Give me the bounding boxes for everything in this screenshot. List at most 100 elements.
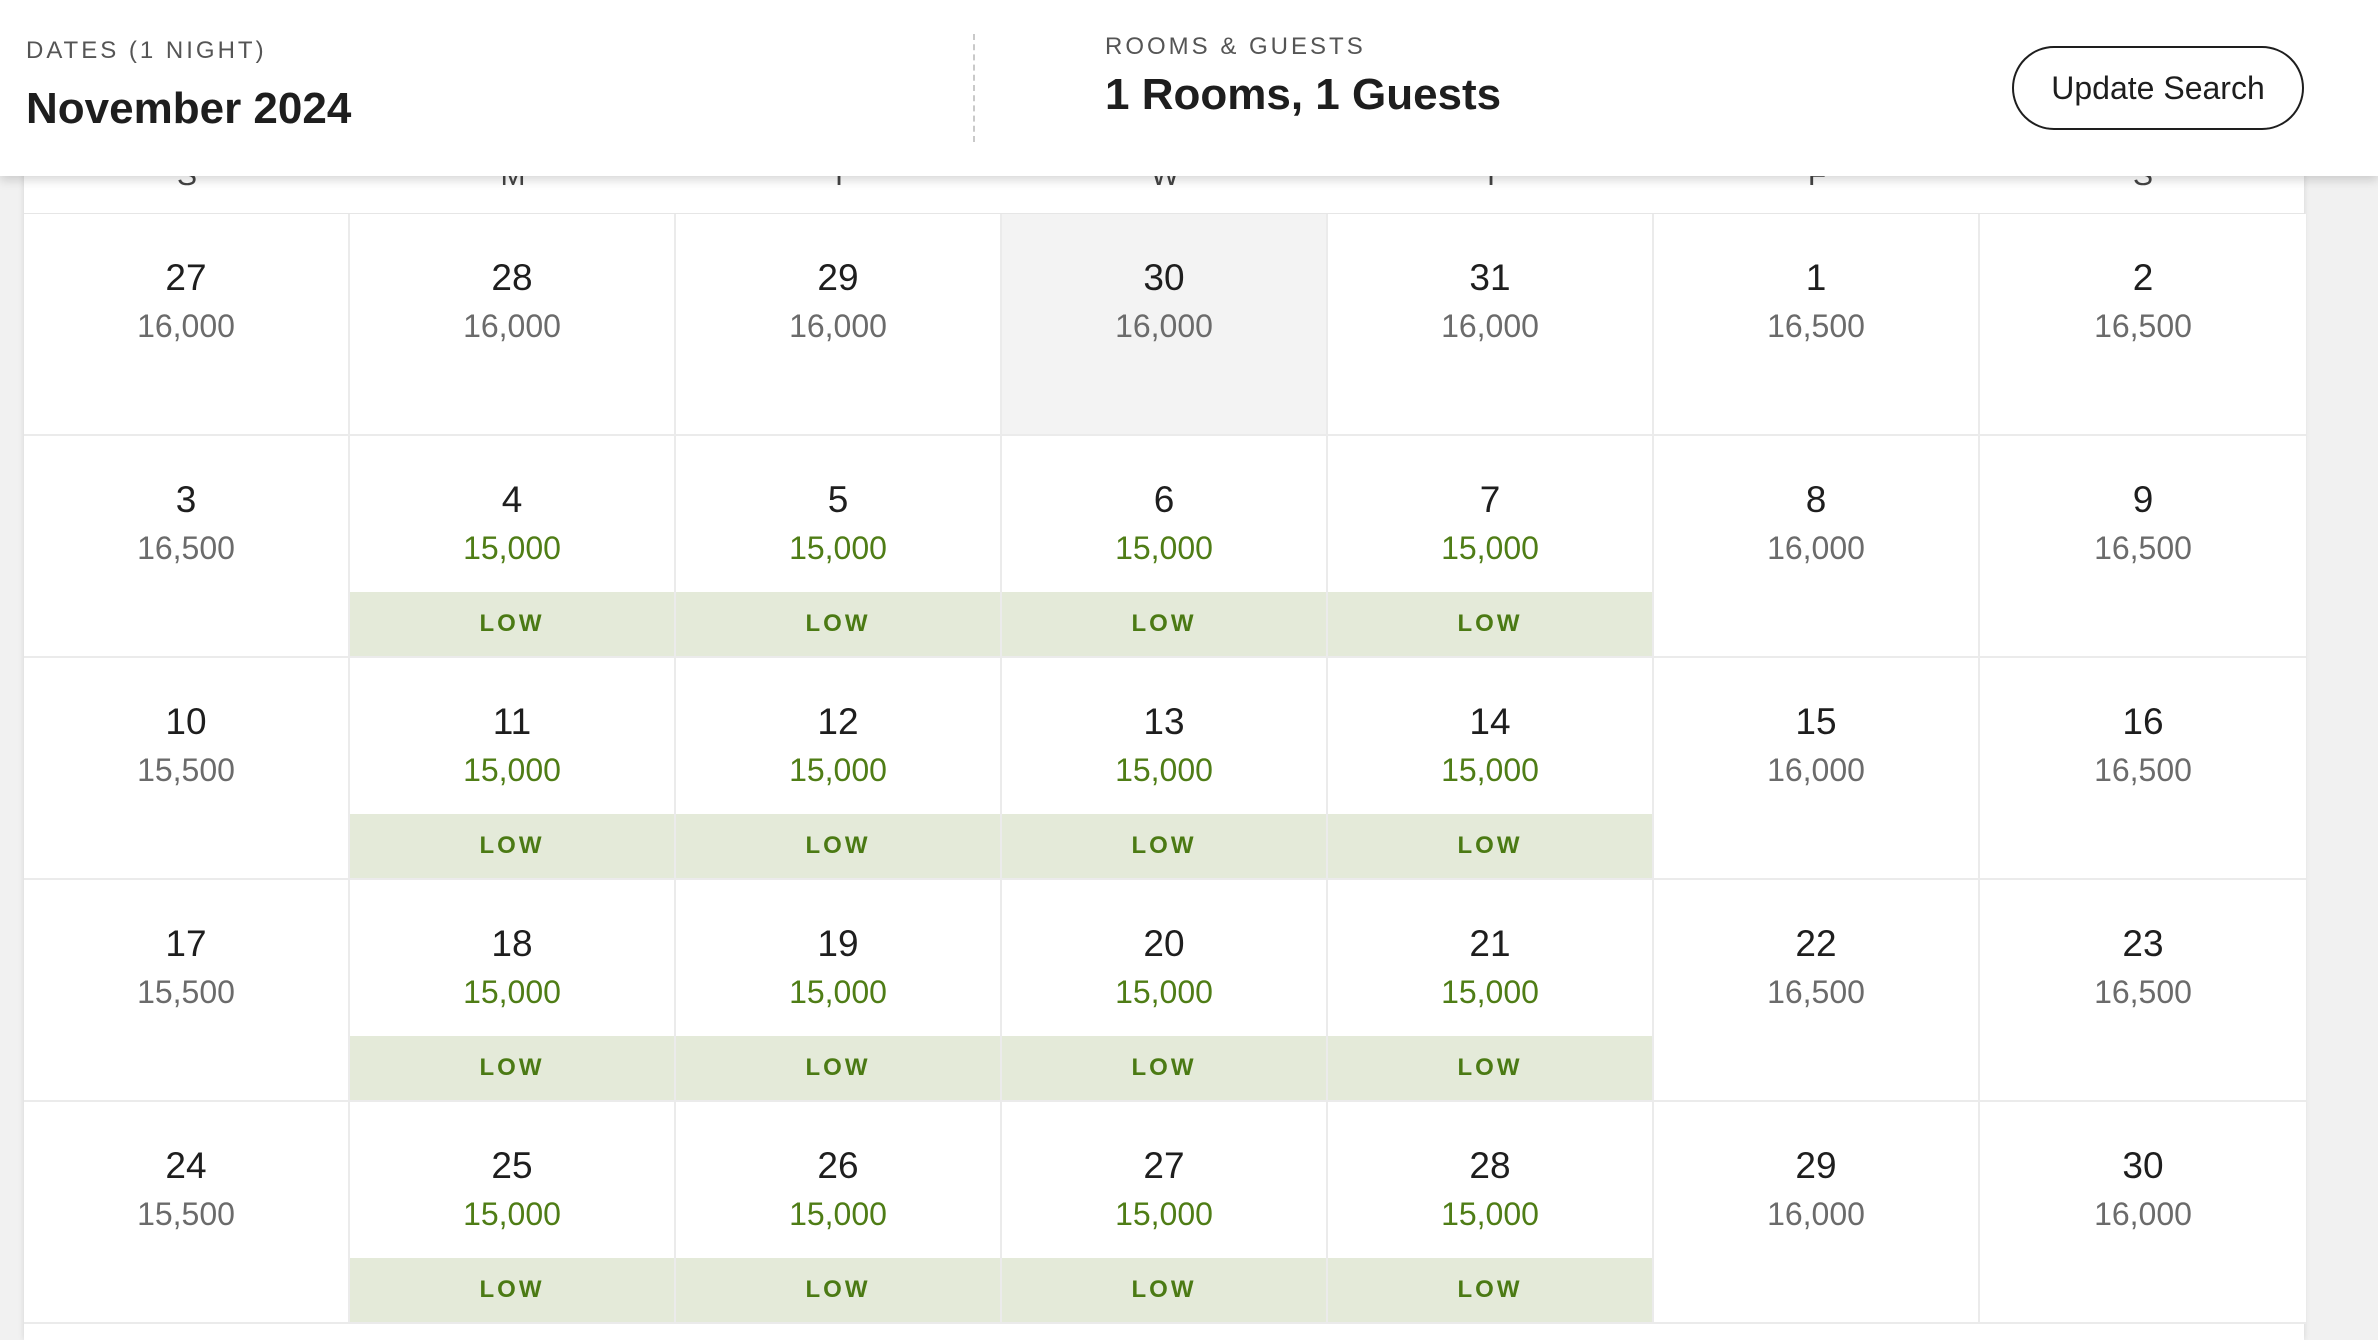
day-price: 15,000 xyxy=(1441,752,1539,788)
day-number: 3 xyxy=(175,479,197,520)
calendar-day-cell[interactable]: 20 15,000 LOW xyxy=(1002,880,1328,1102)
day-price: 16,000 xyxy=(1767,752,1865,788)
day-number: 7 xyxy=(1479,479,1501,520)
low-price-badge: LOW xyxy=(350,592,674,656)
day-number: 4 xyxy=(501,479,523,520)
day-number: 10 xyxy=(165,701,207,742)
low-price-badge: LOW xyxy=(676,814,1000,878)
day-price: 15,000 xyxy=(1441,530,1539,566)
day-price: 15,000 xyxy=(789,974,887,1010)
calendar-day-cell[interactable]: 15 16,000 xyxy=(1654,658,1980,880)
day-price: 16,000 xyxy=(1767,530,1865,566)
low-price-badge: LOW xyxy=(350,814,674,878)
day-number: 16 xyxy=(2122,701,2164,742)
calendar-day-cell[interactable]: 11 15,000 LOW xyxy=(350,658,676,880)
calendar-day-cell[interactable]: 16 16,500 xyxy=(1980,658,2306,880)
calendar-day-cell[interactable]: 30 16,000 xyxy=(1002,214,1328,436)
calendar-day-cell[interactable]: 28 16,000 xyxy=(350,214,676,436)
calendar-day-cell[interactable]: 27 15,000 LOW xyxy=(1002,1102,1328,1324)
low-price-badge: LOW xyxy=(1328,814,1652,878)
day-number: 8 xyxy=(1805,479,1827,520)
day-number: 29 xyxy=(817,257,859,298)
day-number: 30 xyxy=(1143,257,1185,298)
day-number: 6 xyxy=(1153,479,1175,520)
calendar-day-cell[interactable]: 7 15,000 LOW xyxy=(1328,436,1654,658)
day-price: 16,500 xyxy=(137,530,235,566)
calendar-day-cell[interactable]: 26 15,000 LOW xyxy=(676,1102,1002,1324)
day-number: 28 xyxy=(491,257,533,298)
calendar-day-cell[interactable]: 5 15,000 LOW xyxy=(676,436,1002,658)
calendar-day-cell[interactable]: 25 15,000 LOW xyxy=(350,1102,676,1324)
day-number: 13 xyxy=(1143,701,1185,742)
calendar-day-cell[interactable]: 27 16,000 xyxy=(24,214,350,436)
day-number: 2 xyxy=(2132,257,2154,298)
day-price: 16,500 xyxy=(2094,974,2192,1010)
calendar-day-cell[interactable]: 28 15,000 LOW xyxy=(1328,1102,1654,1324)
day-number: 28 xyxy=(1469,1145,1511,1186)
calendar-day-cell[interactable]: 12 15,000 LOW xyxy=(676,658,1002,880)
day-price: 16,500 xyxy=(2094,752,2192,788)
day-number: 31 xyxy=(1469,257,1511,298)
day-number: 30 xyxy=(2122,1145,2164,1186)
calendar-day-cell[interactable]: 29 16,000 xyxy=(676,214,1002,436)
calendar-day-cell[interactable]: 21 15,000 LOW xyxy=(1328,880,1654,1102)
calendar-day-cell[interactable]: 14 15,000 LOW xyxy=(1328,658,1654,880)
calendar-day-cell[interactable]: 9 16,500 xyxy=(1980,436,2306,658)
day-price: 15,000 xyxy=(463,530,561,566)
calendar-day-cell[interactable]: 18 15,000 LOW xyxy=(350,880,676,1102)
day-price: 16,500 xyxy=(1767,308,1865,344)
day-price: 16,000 xyxy=(1441,308,1539,344)
calendar-day-cell[interactable]: 13 15,000 LOW xyxy=(1002,658,1328,880)
calendar-day-cell[interactable]: 10 15,500 xyxy=(24,658,350,880)
day-price: 15,500 xyxy=(137,974,235,1010)
day-price: 15,500 xyxy=(137,752,235,788)
low-price-badge: LOW xyxy=(1002,1036,1326,1100)
day-number: 15 xyxy=(1795,701,1837,742)
day-number: 11 xyxy=(492,701,532,742)
calendar-day-cell[interactable]: 29 16,000 xyxy=(1654,1102,1980,1324)
calendar-day-cell[interactable]: 31 16,000 xyxy=(1328,214,1654,436)
low-price-badge: LOW xyxy=(350,1258,674,1322)
day-number: 17 xyxy=(165,923,207,964)
day-number: 19 xyxy=(817,923,859,964)
calendar-day-cell[interactable]: 6 15,000 LOW xyxy=(1002,436,1328,658)
calendar-day-cell[interactable]: 23 16,500 xyxy=(1980,880,2306,1102)
day-number: 22 xyxy=(1795,923,1837,964)
day-price: 15,000 xyxy=(789,752,887,788)
day-price: 16,000 xyxy=(1115,308,1213,344)
calendar-day-cell[interactable]: 24 15,500 xyxy=(24,1102,350,1324)
day-number: 26 xyxy=(817,1145,859,1186)
low-price-badge: LOW xyxy=(1002,814,1326,878)
calendar-grid: 27 16,000 28 16,000 29 16,000 30 16,000 31 16,000… xyxy=(24,214,2306,1324)
day-price: 16,500 xyxy=(1767,974,1865,1010)
calendar-day-cell[interactable]: 2 16,500 xyxy=(1980,214,2306,436)
day-price: 15,000 xyxy=(463,752,561,788)
calendar-day-cell[interactable]: 3 16,500 xyxy=(24,436,350,658)
calendar-day-cell[interactable]: 4 15,000 LOW xyxy=(350,436,676,658)
calendar-day-cell[interactable]: 22 16,500 xyxy=(1654,880,1980,1102)
calendar-day-cell[interactable]: 19 15,000 LOW xyxy=(676,880,1002,1102)
calendar-day-cell[interactable]: 30 16,000 xyxy=(1980,1102,2306,1324)
low-price-badge: LOW xyxy=(676,1036,1000,1100)
rooms-guests-value[interactable]: 1 Rooms, 1 Guests xyxy=(1105,70,1502,119)
rooms-guests-label: ROOMS & GUESTS xyxy=(1105,33,1366,60)
header-divider xyxy=(973,34,975,142)
low-price-badge: LOW xyxy=(1328,1036,1652,1100)
calendar-day-cell[interactable]: 8 16,000 xyxy=(1654,436,1980,658)
day-price: 15,000 xyxy=(1441,1196,1539,1232)
update-search-button[interactable]: Update Search xyxy=(2012,46,2304,130)
dates-label: DATES (1 NIGHT) xyxy=(26,37,267,64)
day-price: 16,000 xyxy=(137,308,235,344)
day-price: 15,000 xyxy=(1115,974,1213,1010)
day-price: 15,000 xyxy=(1115,752,1213,788)
low-price-badge: LOW xyxy=(1328,592,1652,656)
day-number: 27 xyxy=(1143,1145,1185,1186)
day-price: 16,000 xyxy=(1767,1196,1865,1232)
day-price: 15,000 xyxy=(463,974,561,1010)
calendar-day-cell[interactable]: 1 16,500 xyxy=(1654,214,1980,436)
low-price-badge: LOW xyxy=(1002,592,1326,656)
day-number: 14 xyxy=(1469,701,1511,742)
calendar-day-cell[interactable]: 17 15,500 xyxy=(24,880,350,1102)
dates-value[interactable]: November 2024 xyxy=(26,84,352,133)
day-price: 16,000 xyxy=(2094,1196,2192,1232)
